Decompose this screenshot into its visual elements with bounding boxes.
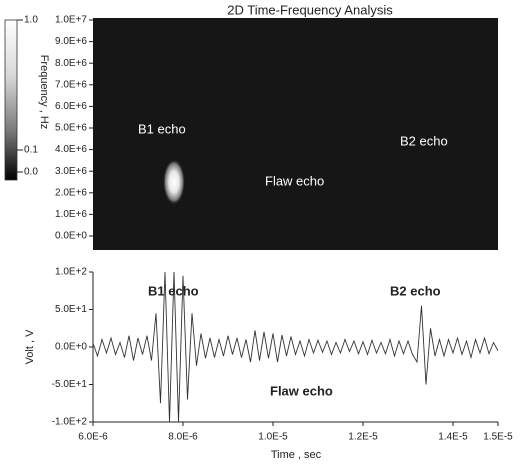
y-tick-label: 1.0E+2 [55, 267, 87, 278]
colorbar-tick-label: 1.0 [24, 15, 38, 26]
x-tick-label: 8.0E-6 [168, 432, 198, 443]
waveform [92, 271, 499, 423]
energy-spot [163, 159, 185, 205]
annotation: B2 echo [390, 283, 441, 298]
annotation: B1 echo [138, 121, 186, 136]
colorbar-tick-label: 0.1 [24, 145, 38, 156]
x-axis-label: Time , sec [271, 449, 322, 461]
y-tick-label: 5.0E+1 [55, 304, 87, 315]
y-tick-label: 0.0E+0 [55, 231, 87, 242]
x-tick-label: 6.0E-6 [78, 432, 108, 443]
colorbar [4, 19, 18, 181]
y-tick-label: 8.0E+6 [55, 58, 87, 69]
annotation: Flaw echo [265, 173, 324, 188]
y-tick-label: 9.0E+6 [55, 36, 87, 47]
heatmap-area [93, 18, 498, 250]
y-tick-label: 7.0E+6 [55, 79, 87, 90]
x-tick-label: 1.2E-5 [348, 432, 378, 443]
y-tick-label: 5.0E+6 [55, 123, 87, 134]
annotation: B1 echo [148, 283, 199, 298]
y-axis-label: Volt , V [24, 329, 36, 365]
colorbar-label: Frequency , Hz [38, 55, 50, 130]
annotation: Flaw echo [270, 383, 333, 398]
annotation: B2 echo [400, 133, 448, 148]
y-tick-label: 2.0E+6 [55, 187, 87, 198]
y-tick-label: 1.0E+7 [55, 15, 87, 26]
y-tick-label: 0.0E+0 [55, 342, 87, 353]
x-tick-label: 1.0E-5 [258, 432, 288, 443]
y-tick-label: -5.0E+1 [52, 379, 88, 390]
y-tick-label: 6.0E+6 [55, 101, 87, 112]
y-tick-label: 1.0E+6 [55, 209, 87, 220]
x-tick-label: 1.5E-5 [483, 432, 513, 443]
y-tick-label: -1.0E+2 [52, 417, 88, 428]
chart-title: 2D Time-Frequency Analysis [227, 2, 393, 17]
colorbar-tick-label: 0.0 [24, 167, 38, 178]
x-tick-label: 1.4E-5 [438, 432, 468, 443]
y-tick-label: 3.0E+6 [55, 166, 87, 177]
y-tick-label: 4.0E+6 [55, 144, 87, 155]
